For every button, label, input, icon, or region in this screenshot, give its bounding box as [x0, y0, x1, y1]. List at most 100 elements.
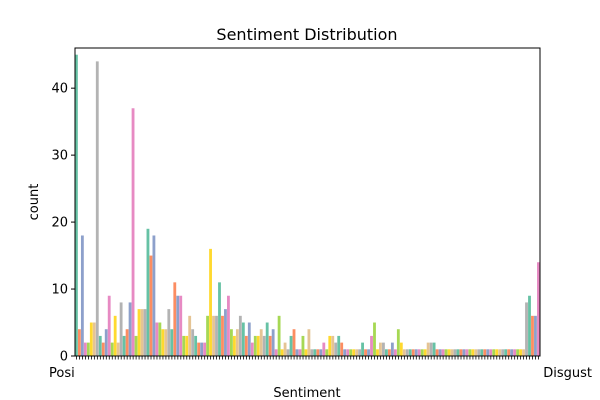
bar — [379, 342, 382, 356]
bar — [206, 315, 209, 356]
bar — [143, 309, 147, 356]
bar — [450, 349, 454, 356]
bar — [459, 349, 463, 356]
bar — [200, 342, 204, 356]
bar — [286, 349, 290, 356]
x-tick-label: Posi — [49, 366, 75, 381]
bar — [462, 349, 466, 356]
bar — [346, 349, 350, 356]
bar — [525, 302, 528, 356]
bar — [101, 342, 105, 356]
chart-title: Sentiment Distribution — [216, 25, 397, 44]
y-tick-label: 20 — [51, 216, 68, 231]
bar — [238, 315, 242, 356]
bar — [471, 349, 475, 356]
bar — [298, 349, 302, 356]
bar — [265, 322, 269, 356]
bar — [399, 342, 403, 356]
bar — [95, 61, 99, 356]
bar — [158, 322, 162, 356]
bar — [283, 342, 287, 356]
bar — [194, 335, 198, 356]
bar — [235, 329, 239, 356]
bar — [77, 329, 81, 356]
bar — [179, 295, 183, 356]
bar — [465, 349, 469, 356]
bar — [480, 349, 484, 356]
bar — [516, 349, 519, 356]
bar — [140, 309, 144, 356]
bar — [337, 335, 341, 356]
bar — [513, 349, 516, 356]
bar — [262, 335, 266, 356]
bar — [343, 349, 347, 356]
bar — [247, 322, 251, 356]
bar — [370, 335, 373, 356]
bar — [80, 235, 84, 356]
bar — [292, 329, 296, 356]
bar — [119, 302, 123, 356]
bar — [113, 315, 117, 356]
y-tick-label: 40 — [51, 82, 68, 97]
y-axis-label: count — [27, 184, 42, 221]
bar — [385, 349, 388, 356]
bar — [75, 54, 78, 356]
bar — [328, 335, 332, 356]
bar — [92, 322, 96, 356]
bar — [83, 342, 87, 356]
bar — [170, 329, 174, 356]
bar — [411, 349, 415, 356]
bar — [387, 349, 391, 356]
x-tick-label: Disgust — [543, 366, 592, 381]
y-tick-label: 0 — [60, 350, 68, 365]
bar — [355, 349, 359, 356]
bar — [215, 315, 218, 356]
bar — [367, 349, 370, 356]
bar — [161, 329, 165, 356]
bar — [230, 329, 233, 356]
y-tick-label: 30 — [51, 149, 68, 164]
bar — [188, 315, 192, 356]
bar — [182, 335, 186, 356]
bar — [131, 108, 135, 356]
bar — [268, 335, 272, 356]
bar — [271, 329, 275, 356]
bar — [86, 342, 90, 356]
bar — [203, 342, 206, 356]
bar — [483, 349, 487, 356]
bar — [414, 349, 418, 356]
bar — [504, 349, 508, 356]
bar — [390, 342, 394, 356]
bar — [125, 329, 129, 356]
bar — [107, 295, 111, 356]
bar — [528, 295, 531, 356]
bar — [232, 335, 236, 356]
bar — [89, 322, 93, 356]
bar — [310, 349, 314, 356]
bar — [301, 335, 305, 356]
bar — [304, 349, 308, 356]
bar — [149, 255, 153, 356]
plot-frame — [74, 47, 541, 357]
bar — [295, 349, 299, 356]
bar — [453, 349, 457, 356]
bar — [402, 349, 406, 356]
bar — [534, 315, 537, 356]
bar — [167, 309, 171, 356]
bar — [447, 349, 451, 356]
y-axis-ticks: 0 10 20 30 40 — [51, 82, 75, 365]
bar — [519, 349, 522, 356]
bar — [405, 349, 409, 356]
bar — [116, 342, 120, 356]
bar — [435, 349, 439, 356]
bar — [256, 335, 260, 356]
bar — [417, 349, 421, 356]
bar — [507, 349, 511, 356]
bar — [468, 349, 472, 356]
bar — [104, 329, 108, 356]
bar — [456, 349, 460, 356]
bar — [224, 309, 227, 356]
bar — [280, 349, 284, 356]
bar — [128, 302, 132, 356]
